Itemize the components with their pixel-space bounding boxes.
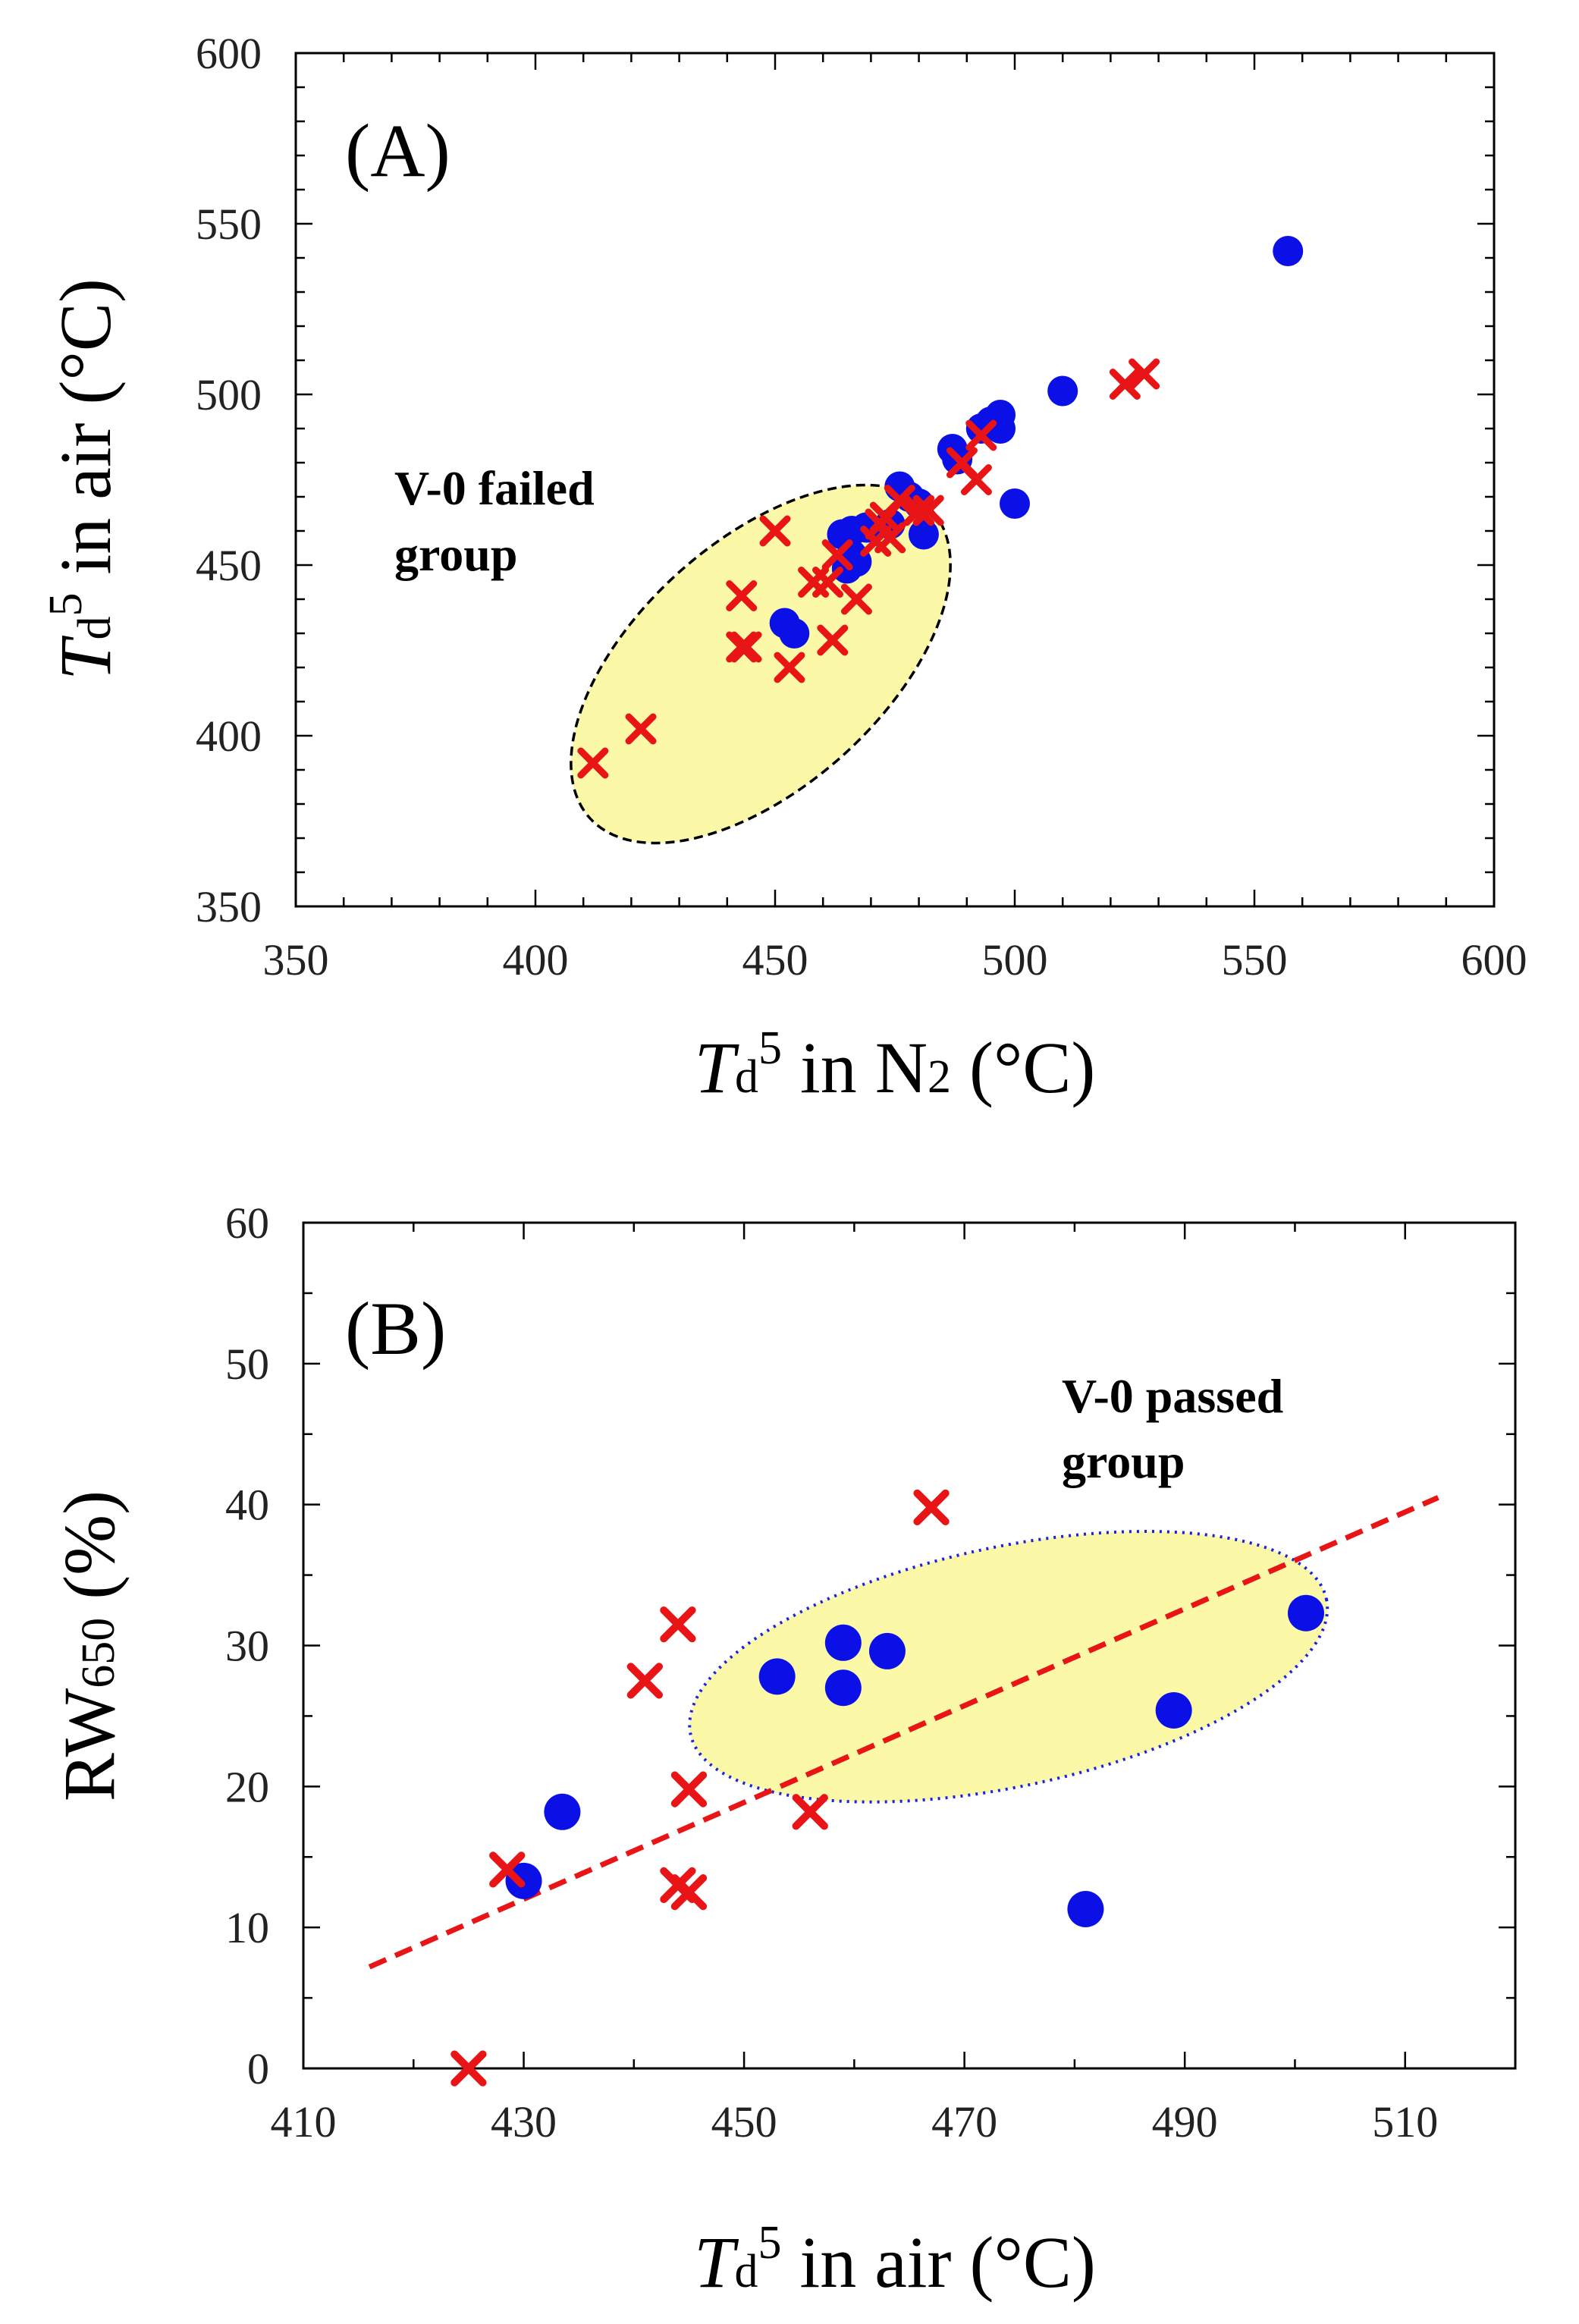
data-point-passed <box>1287 1594 1324 1632</box>
data-point-passed <box>824 1624 862 1661</box>
data-point-failed <box>1109 369 1141 400</box>
panel-b-annotation: V-0 passed group <box>1062 1369 1295 1488</box>
data-point-passed <box>1273 236 1304 266</box>
data-point-failed <box>1129 358 1160 390</box>
y-tick-label: 10 <box>225 1903 269 1952</box>
data-point-passed <box>1067 1891 1104 1928</box>
data-point-passed <box>908 519 939 550</box>
x-tick-label: 430 <box>491 2097 557 2147</box>
y-tick-label: 60 <box>225 1198 269 1248</box>
data-point-failed <box>730 631 762 663</box>
y-tick-label: 350 <box>196 882 262 931</box>
y-tick-label: 400 <box>196 711 262 761</box>
x-tick-label: 490 <box>1152 2097 1218 2147</box>
panel-a: 350 400 450 500 550 600 350 400 450 500 550 600 (A… <box>40 29 1527 1108</box>
panel-a-y-axis-label: Td5 in air (°C) <box>40 278 126 680</box>
y-tick-label: 30 <box>225 1622 269 1671</box>
panel-b-label: (B) <box>345 1286 446 1371</box>
panel-b-data-points <box>450 1489 1324 2087</box>
x-tick-label: 500 <box>982 935 1048 985</box>
data-point-passed <box>1047 375 1078 407</box>
data-point-failed <box>726 580 758 611</box>
y-tick-label: 600 <box>196 29 262 78</box>
data-point-failed <box>960 464 992 495</box>
x-tick-label: 600 <box>1461 935 1527 985</box>
panel-b-x-tick-labels: 410 430 450 470 490 510 <box>271 2097 1439 2147</box>
data-point-failed <box>840 583 872 615</box>
data-point-failed <box>670 1874 708 1911</box>
x-tick-label: 510 <box>1372 2097 1438 2147</box>
y-tick-label: 0 <box>247 2044 269 2093</box>
data-point-failed <box>489 1851 526 1888</box>
panel-b-y-tick-labels: 0 10 20 30 40 50 60 <box>225 1198 269 2093</box>
panel-a-y-tick-labels: 350 400 450 500 550 600 <box>196 29 262 931</box>
data-point-failed <box>625 713 657 745</box>
x-tick-label: 410 <box>271 2097 337 2147</box>
data-point-failed <box>660 1606 696 1643</box>
data-point-failed <box>792 1794 828 1830</box>
panel-a-ticks <box>294 52 1496 908</box>
x-tick-label: 550 <box>1222 935 1288 985</box>
data-point-failed <box>913 1489 950 1526</box>
data-point-failed <box>670 1771 708 1807</box>
x-tick-label: 470 <box>931 2097 997 2147</box>
y-tick-label: 50 <box>225 1339 269 1389</box>
x-tick-label: 400 <box>503 935 569 985</box>
y-tick-label: 550 <box>196 199 262 249</box>
data-point-failed <box>450 2050 487 2087</box>
panel-b-ticks <box>302 1221 1515 2070</box>
data-point-failed <box>577 747 609 779</box>
y-tick-label: 40 <box>225 1481 269 1530</box>
data-point-failed <box>759 515 791 547</box>
data-point-passed <box>544 1793 581 1830</box>
v0-passed-region <box>688 1530 1329 1804</box>
panel-a-data-points <box>577 236 1304 779</box>
data-point-failed <box>626 1663 664 1699</box>
panel-b: 410 430 450 470 490 510 0 10 20 30 40 50 60 (B) V-0… <box>49 1198 1517 2303</box>
data-point-failed <box>912 495 944 526</box>
x-tick-label: 350 <box>263 935 329 985</box>
panel-b-y-axis-label: RW650 (%) <box>49 1490 130 1801</box>
x-tick-label: 450 <box>742 935 808 985</box>
data-point-passed <box>1155 1691 1192 1729</box>
data-point-passed <box>1000 488 1030 519</box>
data-point-failed <box>774 652 805 683</box>
data-point-failed <box>903 495 935 526</box>
data-point-failed <box>869 501 901 533</box>
y-tick-label: 450 <box>196 541 262 590</box>
panel-a-x-tick-labels: 350 400 450 500 550 600 <box>263 935 1527 985</box>
data-point-failed <box>965 419 997 451</box>
panel-a-annotation: V-0 failed group <box>394 461 607 581</box>
panel-a-plot-frame <box>294 52 1496 908</box>
data-point-passed <box>965 413 997 444</box>
y-tick-label: 20 <box>225 1762 269 1811</box>
data-point-passed <box>758 1658 796 1695</box>
data-point-failed <box>817 624 849 656</box>
panel-b-x-axis-label: Td5 in air (°C) <box>694 2217 1096 2303</box>
data-point-passed <box>824 1669 862 1707</box>
data-point-failed <box>812 567 844 598</box>
panel-a-x-axis-label: Td5 in N2 (°C) <box>695 1022 1096 1108</box>
data-point-failed <box>821 539 853 570</box>
y-tick-label: 500 <box>196 370 262 419</box>
x-tick-label: 450 <box>711 2097 777 2147</box>
data-point-passed <box>779 618 810 649</box>
data-point-passed <box>868 1632 906 1669</box>
panel-a-label: (A) <box>345 108 450 193</box>
